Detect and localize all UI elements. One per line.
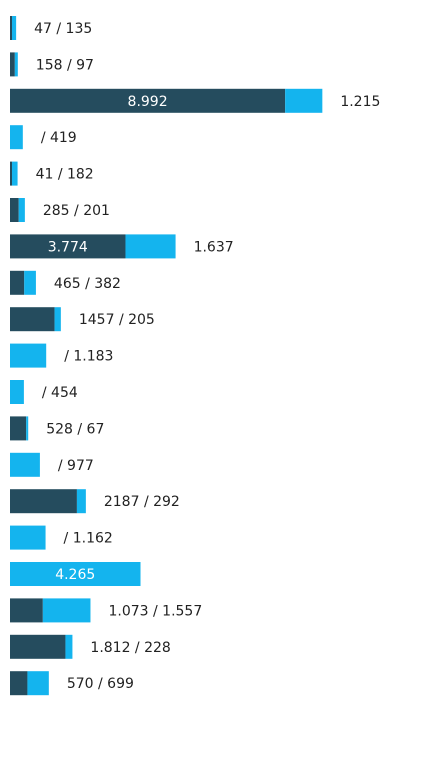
bar-light-segment [10,525,46,550]
bar-value-label: 528 / 67 [46,421,104,437]
bar-row-13: / 977 [10,452,94,477]
bar-dark-segment [10,88,286,113]
bar-value-label: / 454 [42,385,78,401]
bar-light-segment [10,343,47,368]
bar-row-5: 41 / 182 [10,161,94,186]
bar-value-label: / 419 [41,130,77,146]
bar-light-segment [42,598,91,623]
bar-row-9: 1457 / 205 [10,307,155,332]
bar-light-segment [285,88,323,113]
bar-light-segment [10,380,24,404]
bar-row-16: 4.265 [10,562,141,586]
bar-light-segment [54,307,61,332]
bar-value-label: 1.215 [340,94,380,110]
bar-row-12: 528 / 67 [10,416,104,441]
bar-light-segment [18,198,25,222]
bar-light-segment [125,234,176,259]
bar-row-2: 158 / 97 [10,52,94,77]
bar-value-label: 1.812 / 228 [90,640,170,656]
bar-light-segment [10,562,141,586]
bar-inner-label: 3.774 [48,239,88,255]
bar-value-label: 47 / 135 [34,21,92,37]
bar-light-segment [65,634,73,659]
bar-row-3: 8.992 1.215 [10,88,380,113]
bar-light-segment [10,125,23,150]
bar-row-10: / 1.183 [10,343,113,368]
bar-dark-segment [10,161,12,186]
bar-value-label: / 1.183 [64,349,113,365]
bar-light-segment [24,270,36,295]
bar-value-label: 2187 / 292 [104,494,180,510]
bar-row-6: 285 / 201 [10,198,110,222]
bar-value-label: 285 / 201 [43,203,110,219]
bar-light-segment [10,452,40,477]
bar-inner-label: 8.992 [128,94,168,110]
bar-light-segment [12,161,18,186]
bar-dark-segment [10,634,66,659]
bar-dark-segment [10,598,43,623]
bar-row-18: 1.812 / 228 [10,634,171,659]
bar-value-label: 465 / 382 [54,276,121,292]
bar-dark-segment [10,270,25,295]
bar-row-4: / 419 [10,125,77,150]
bar-row-7: 3.774 1.637 [10,234,234,259]
bar-row-11: / 454 [10,380,78,404]
bar-inner-label: 4.265 [55,567,95,583]
bar-row-19: 570 / 699 [10,671,134,696]
bar-value-label: 570 / 699 [67,676,134,692]
bar-row-8: 465 / 382 [10,270,121,295]
bar-value-label: 1.637 [194,239,234,255]
bar-light-segment [12,16,17,40]
bar-dark-segment [10,671,28,696]
bar-value-label: 1457 / 205 [79,312,155,328]
bar-dark-segment [10,234,126,259]
bar-value-label: 158 / 97 [36,57,94,73]
bar-dark-segment [10,489,77,514]
bar-row-15: / 1.162 [10,525,113,550]
bar-row-17: 1.073 / 1.557 [10,598,202,623]
bar-dark-segment [10,198,19,222]
bar-value-label: / 977 [58,458,94,474]
bar-light-segment [76,489,86,514]
bar-light-segment [14,52,18,77]
bar-dark-segment [10,416,27,441]
bar-row-14: 2187 / 292 [10,489,180,514]
bar-value-label: / 1.162 [64,531,113,547]
bar-row-1: 47 / 135 [10,16,92,40]
bar-value-label: 1.073 / 1.557 [108,603,202,619]
bar-dark-segment [10,307,55,332]
bar-dark-segment [10,52,15,77]
bar-light-segment [27,671,49,696]
bar-light-segment [26,416,29,441]
bar-dark-segment [10,16,12,40]
bar-value-label: 41 / 182 [36,167,94,183]
